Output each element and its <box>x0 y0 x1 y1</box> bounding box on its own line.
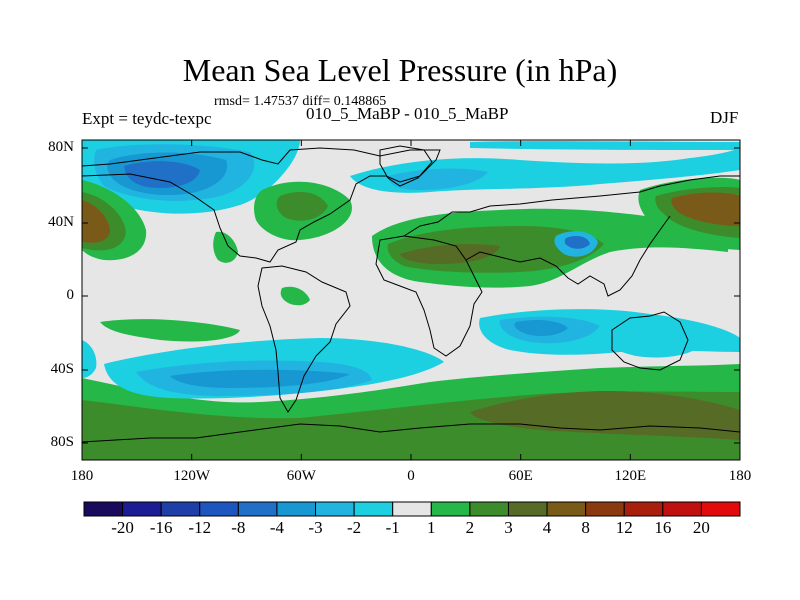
latitude-label: 80S <box>50 434 74 450</box>
colorbar-swatch <box>160 501 201 517</box>
colorbar-label: 1 <box>427 518 436 537</box>
north-atlantic-low-inner <box>388 168 488 190</box>
colorbar-swatch <box>662 501 702 517</box>
tropical-pacific-positive <box>100 319 240 342</box>
northern-positive-belt-inner <box>276 191 328 221</box>
colorbar-swatch <box>623 501 664 517</box>
antarctica-coast <box>82 423 740 443</box>
colorbar-label: -16 <box>149 518 173 537</box>
colorbar-swatch <box>122 501 162 517</box>
longitude-label: 60W <box>286 468 316 484</box>
contour-field <box>82 140 740 460</box>
colorbar-label: -3 <box>308 518 323 537</box>
colorbar-label: -12 <box>188 518 212 537</box>
longitude-label: 120E <box>614 468 647 484</box>
colorbar-swatch <box>546 501 587 517</box>
coastlines <box>82 145 740 443</box>
colorbar <box>83 501 741 517</box>
colorbar-label: 16 <box>654 518 672 537</box>
tick-marks <box>81 140 741 460</box>
colorbar-swatch <box>392 501 432 517</box>
longitude-label: 180 <box>728 468 752 484</box>
arctic-low-band <box>470 141 740 150</box>
longitude-label: 120W <box>173 468 210 484</box>
latitude-label: 40N <box>48 214 74 230</box>
longitude-label: 180 <box>70 468 94 484</box>
colorbar-swatch <box>276 501 317 517</box>
colorbar-label: 2 <box>465 518 475 537</box>
experiment-label: Expt = teydc-texpc <box>82 109 212 128</box>
north-america-coast <box>82 147 441 263</box>
colorbar-label: 20 <box>692 518 710 537</box>
latitude-label: 40S <box>50 361 74 377</box>
east-pacific-high-core <box>671 192 740 226</box>
north-pacific-low-core <box>124 161 200 188</box>
colorbar-label: 8 <box>581 518 590 537</box>
southwest-pacific-low <box>82 340 97 378</box>
colorbar-label: -2 <box>347 518 362 537</box>
south-america-positive <box>280 286 310 306</box>
colorbar-label: 4 <box>542 518 552 537</box>
colorbar-label: -8 <box>231 518 246 537</box>
runs-label: 010_5_MaBP - 010_5_MaBP <box>306 104 509 123</box>
australia-coast <box>611 311 689 371</box>
colorbar-swatch <box>353 501 394 517</box>
greenland-coast <box>379 145 433 187</box>
colorbar-label: -1 <box>385 518 400 537</box>
mexico-positive <box>213 231 238 263</box>
latitude-label: 0 <box>66 287 75 303</box>
colorbar-swatch <box>700 501 741 517</box>
colorbar-swatch <box>430 501 471 517</box>
colorbar-swatch <box>83 501 124 517</box>
season-label: DJF <box>710 108 739 127</box>
eurasia-coast <box>403 175 740 297</box>
africa-coast <box>375 235 483 357</box>
colorbar-label: 12 <box>615 518 633 537</box>
colorbar-swatch <box>469 501 509 517</box>
colorbar-label: -20 <box>111 518 134 537</box>
eurasia-positive-core <box>400 244 500 264</box>
longitude-label: 60E <box>508 468 533 484</box>
colorbar-swatch <box>507 501 548 517</box>
map-title: Mean Sea Level Pressure (in hPa) <box>182 52 618 88</box>
tibet-low-core <box>564 236 590 249</box>
australia-low <box>609 337 700 358</box>
south-america-coast <box>257 265 351 413</box>
longitude-label: 0 <box>407 468 415 484</box>
colorbar-swatch <box>237 501 278 517</box>
stats-line: rmsd= 1.47537 diff= 0.148865 <box>214 94 387 109</box>
colorbar-swatch <box>585 501 625 517</box>
colorbar-label: -4 <box>269 518 285 537</box>
colorbar-swatch <box>199 501 239 517</box>
west-edge-high-core <box>82 200 110 243</box>
south-indian-low-core <box>514 320 568 336</box>
colorbar-swatch <box>315 501 355 517</box>
latitude-label: 80N <box>48 139 74 155</box>
southern-positive-core <box>470 390 740 440</box>
colorbar-label: 3 <box>504 518 513 537</box>
